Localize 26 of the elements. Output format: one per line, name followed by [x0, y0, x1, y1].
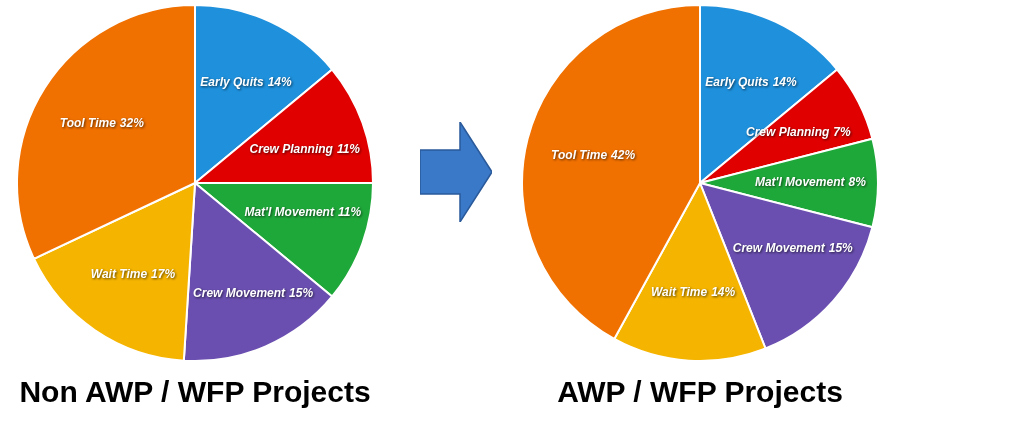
data-label: 42% — [610, 147, 636, 162]
slice-label: Tool Time — [59, 116, 117, 131]
slice-label: Tool Time — [551, 147, 608, 162]
data-label: 17% — [151, 266, 176, 281]
slice-label: Crew Planning — [249, 141, 334, 156]
text: AWP / WFP Projects — [557, 375, 843, 409]
slice-label: Mat'l Movement — [244, 205, 335, 220]
data-label: 14% — [267, 75, 293, 90]
data-label: 14% — [772, 75, 798, 90]
slice-label: Early Quits — [200, 75, 264, 90]
slice-label: Mat'l Movement — [754, 175, 846, 190]
slice-label: Wait Time — [90, 266, 148, 281]
data-label: 11% — [337, 205, 362, 220]
data-label: 14% — [711, 285, 736, 300]
data-label: 7% — [833, 125, 852, 140]
text: Non AWP / WFP Projects — [19, 375, 371, 409]
data-label: 32% — [119, 116, 145, 131]
slice-label: Early Quits — [705, 75, 769, 90]
data-label: 15% — [289, 286, 314, 301]
slice-label: Crew Movement — [732, 241, 826, 256]
slice-label: Crew Planning — [745, 125, 830, 140]
data-label: 15% — [828, 241, 854, 256]
data-label: 11% — [336, 141, 361, 156]
data-label: 8% — [848, 175, 867, 190]
slice-label: Crew Movement — [193, 286, 287, 301]
slice-label: Wait Time — [650, 285, 708, 300]
